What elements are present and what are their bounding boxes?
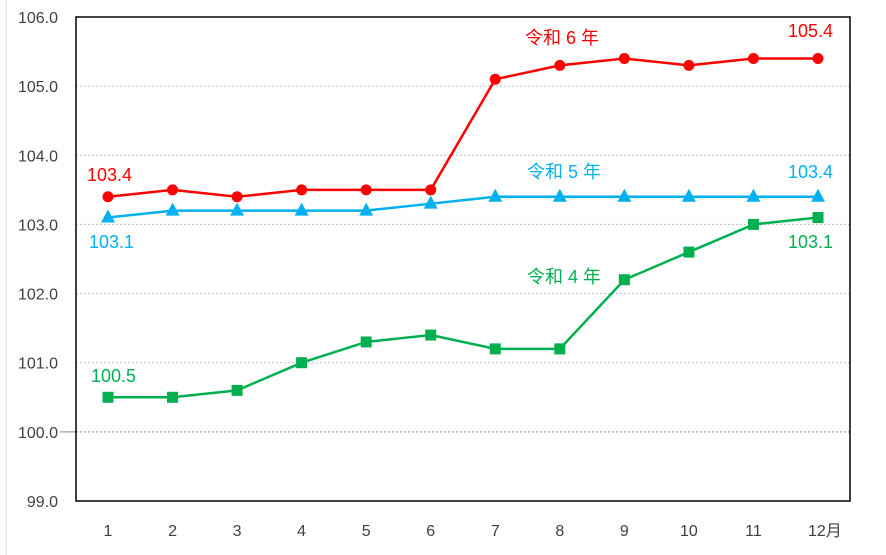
circle-marker-icon	[231, 191, 243, 203]
x-tick-label: 1	[104, 523, 113, 540]
x-tick-label: 5	[362, 523, 371, 540]
circle-marker-icon	[167, 184, 179, 196]
square-marker-icon	[812, 212, 824, 224]
gridlines	[60, 85, 850, 433]
circle-marker-icon	[425, 184, 437, 196]
start-value-label: 103.1	[89, 232, 134, 252]
series-line	[107, 195, 818, 219]
y-tick-label: 104.0	[18, 148, 58, 165]
y-tick-label: 105.0	[18, 79, 58, 96]
start-value-label: 103.4	[87, 165, 132, 185]
y-tick-label: 99.0	[27, 494, 58, 511]
triangle-marker-icon	[359, 202, 374, 216]
triangle-marker-icon	[488, 188, 503, 202]
end-value-label: 105.4	[788, 21, 833, 41]
series-label-r6: 令和 6 年	[525, 28, 599, 48]
y-tick-label: 102.0	[18, 287, 58, 304]
series-line	[108, 216, 819, 399]
circle-marker-icon	[489, 73, 501, 85]
triangle-marker-icon	[165, 202, 180, 216]
square-marker-icon	[296, 357, 308, 369]
circle-marker-icon	[360, 184, 372, 196]
series-line	[107, 57, 818, 199]
triangle-marker-icon	[101, 209, 115, 223]
square-marker-icon	[554, 343, 566, 355]
square-marker-icon	[102, 391, 114, 403]
y-tick-label: 101.0	[18, 356, 58, 373]
x-tick-label: 8	[555, 523, 564, 540]
x-axis: 1 2 3 4 5 6 7 8 9 10 11 12月	[104, 523, 842, 540]
circle-marker-icon	[812, 52, 824, 64]
x-tick-label: 3	[233, 523, 242, 540]
circle-marker-icon	[683, 59, 695, 71]
x-tick-label: 7	[491, 523, 500, 540]
square-marker-icon	[747, 218, 759, 230]
y-tick-label: 103.0	[18, 217, 58, 234]
start-value-label: 100.5	[91, 366, 136, 386]
sheet-edge	[0, 0, 7, 555]
x-tick-label: 6	[426, 523, 435, 540]
plot-frame	[75, 16, 851, 502]
end-value-label: 103.1	[788, 232, 833, 252]
square-marker-icon	[683, 246, 695, 258]
triangle-marker-icon	[617, 188, 632, 202]
square-marker-icon	[489, 343, 501, 355]
triangle-marker-icon	[552, 188, 567, 202]
circle-marker-icon	[618, 52, 630, 64]
circle-marker-icon	[296, 184, 308, 196]
square-marker-icon	[618, 274, 630, 286]
triangle-marker-icon	[746, 188, 761, 202]
square-marker-icon	[167, 391, 179, 403]
end-value-label: 103.4	[788, 162, 833, 182]
y-tick-label: 100.0	[18, 425, 58, 442]
x-tick-label: 4	[297, 523, 306, 540]
series-group	[101, 52, 825, 403]
triangle-marker-icon	[811, 188, 825, 202]
data-labels: 令和 6 年 令和 5 年 令和 4 年 103.4 105.4 103.1 103.…	[87, 21, 833, 386]
square-marker-icon	[360, 336, 372, 348]
circle-marker-icon	[747, 52, 759, 64]
circle-marker-icon	[102, 191, 114, 203]
triangle-marker-icon	[423, 195, 438, 209]
x-tick-label: 12月	[808, 523, 842, 540]
y-axis: 99.0 100.0 101.0 102.0 103.0 104.0 105.0 106.0	[18, 10, 58, 511]
square-marker-icon	[425, 329, 437, 341]
series-label-r4: 令和 4 年	[527, 267, 601, 287]
x-tick-label: 2	[168, 523, 177, 540]
series-label-r5: 令和 5 年	[527, 162, 601, 182]
square-marker-icon	[231, 384, 243, 396]
triangle-marker-icon	[294, 202, 309, 216]
triangle-marker-icon	[681, 188, 696, 202]
y-tick-label: 106.0	[18, 10, 58, 27]
triangle-marker-icon	[230, 202, 245, 216]
x-tick-label: 11	[745, 523, 762, 540]
x-tick-label: 10	[680, 523, 698, 540]
circle-marker-icon	[554, 59, 566, 71]
x-tick-label: 9	[620, 523, 629, 540]
